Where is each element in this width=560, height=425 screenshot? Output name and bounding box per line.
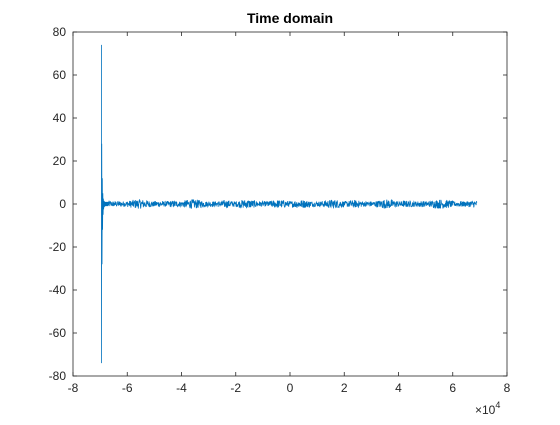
x-tick-label: -8 — [68, 381, 79, 395]
y-tick-label: 60 — [53, 68, 67, 82]
x-exponent-base: ×10 — [475, 403, 496, 417]
y-tick-label: -40 — [49, 283, 67, 297]
y-tick-label: 20 — [53, 154, 67, 168]
y-tick-label: -20 — [49, 240, 67, 254]
chart-title: Time domain — [247, 10, 333, 26]
y-tick-label: -80 — [49, 369, 67, 383]
y-tick-label: 0 — [59, 197, 66, 211]
series-line — [101, 44, 478, 364]
y-tick-label: 40 — [53, 111, 67, 125]
x-tick-label: 0 — [287, 381, 294, 395]
x-tick-label: -2 — [230, 381, 241, 395]
x-exponent-label: ×104 — [475, 400, 500, 417]
x-tick-label: 6 — [449, 381, 456, 395]
x-tick-label: 8 — [504, 381, 511, 395]
x-tick-label: 2 — [341, 381, 348, 395]
x-axis: -8 -6 -4 -2 0 2 4 6 8 — [68, 32, 511, 395]
series-layer — [101, 44, 478, 364]
x-tick-label: 4 — [395, 381, 402, 395]
x-tick-label: -4 — [176, 381, 187, 395]
y-tick-label: -60 — [49, 326, 67, 340]
x-tick-label: -6 — [122, 381, 133, 395]
y-axis: -80 -60 -40 -20 0 20 40 60 80 — [49, 25, 507, 383]
y-tick-label: 80 — [53, 25, 67, 39]
x-exponent-power: 4 — [495, 400, 500, 410]
